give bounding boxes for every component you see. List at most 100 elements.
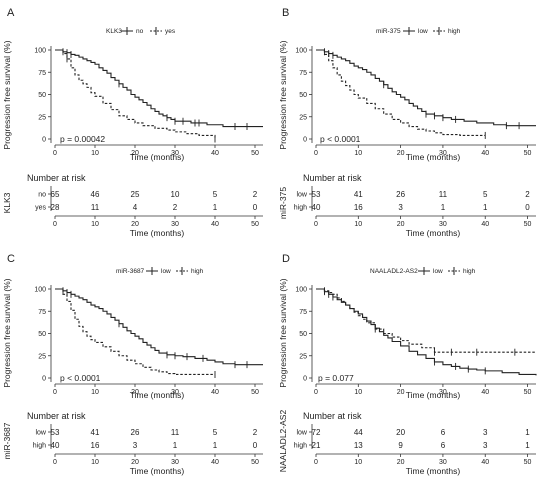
risk-row-label: low bbox=[35, 430, 46, 437]
risk-count: 46 bbox=[91, 190, 100, 199]
km-plot: 0 25 50 75 100 0 10 20 30 40 50 bbox=[295, 46, 536, 157]
p-value: p < 0.0001 bbox=[60, 373, 101, 383]
risk-count: 53 bbox=[51, 428, 60, 437]
x-axis-title: Time (months) bbox=[406, 152, 461, 162]
x-tick-label: 30 bbox=[439, 150, 447, 157]
y-tick-label: 75 bbox=[299, 70, 307, 77]
risk-x-axis-title: Time (months) bbox=[130, 228, 185, 238]
risk-count: 40 bbox=[312, 203, 321, 212]
risk-x-tick-label: 10 bbox=[354, 459, 362, 466]
risk-count: 25 bbox=[131, 190, 140, 199]
x-tick-label: 50 bbox=[251, 389, 259, 396]
risk-count: 1 bbox=[213, 203, 218, 212]
y-tick-label: 25 bbox=[38, 114, 46, 121]
x-tick-label: 30 bbox=[439, 389, 447, 396]
x-axis-title: Time (months) bbox=[130, 152, 185, 162]
y-tick-label: 100 bbox=[34, 287, 46, 294]
x-tick-label: 10 bbox=[354, 389, 362, 396]
risk-count: 3 bbox=[133, 441, 138, 450]
risk-count: 2 bbox=[253, 428, 258, 437]
risk-count: 26 bbox=[396, 190, 405, 199]
x-tick-label: 20 bbox=[397, 389, 405, 396]
y-tick-label: 50 bbox=[38, 92, 46, 99]
risk-x-tick-label: 50 bbox=[251, 459, 259, 466]
risk-table-title: Number at risk bbox=[303, 173, 362, 183]
risk-count: 26 bbox=[131, 428, 140, 437]
risk-x-tick-label: 40 bbox=[481, 459, 489, 466]
risk-count: 3 bbox=[483, 428, 488, 437]
risk-count: 2 bbox=[253, 190, 258, 199]
risk-count: 3 bbox=[398, 203, 403, 212]
x-axis-title: Time (months) bbox=[406, 390, 461, 400]
risk-count: 41 bbox=[91, 428, 100, 437]
risk-x-tick-label: 30 bbox=[439, 459, 447, 466]
y-tick-label: 25 bbox=[38, 353, 46, 360]
risk-count: 6 bbox=[441, 441, 446, 450]
km-plot: 0 25 50 75 100 0 10 20 30 40 50 bbox=[295, 285, 537, 396]
x-tick-label: 10 bbox=[91, 389, 99, 396]
risk-y-axis-title: miR-375 bbox=[278, 187, 288, 219]
x-tick-label: 50 bbox=[524, 150, 532, 157]
risk-x-tick-label: 30 bbox=[439, 221, 447, 228]
risk-count: 5 bbox=[213, 428, 218, 437]
km-curve-high bbox=[316, 288, 536, 353]
risk-count: 11 bbox=[439, 190, 448, 199]
risk-count: 1 bbox=[525, 428, 530, 437]
risk-x-tick-label: 40 bbox=[211, 221, 219, 228]
panel-label: B bbox=[282, 7, 289, 19]
legend-title: NAALADL2-AS2 bbox=[370, 268, 418, 275]
x-tick-label: 0 bbox=[53, 389, 57, 396]
panel-b: B miR-375 low high Progression free surv… bbox=[278, 7, 536, 238]
km-curve-low bbox=[55, 288, 263, 366]
x-tick-label: 0 bbox=[314, 150, 318, 157]
legend-label-low: low bbox=[161, 268, 171, 275]
legend-title: miR-375 bbox=[376, 28, 401, 35]
y-tick-label: 0 bbox=[303, 137, 307, 144]
risk-row-label: high bbox=[294, 205, 307, 212]
risk-x-axis-title: Time (months) bbox=[406, 466, 461, 476]
x-tick-label: 10 bbox=[354, 150, 362, 157]
risk-count: 0 bbox=[253, 441, 258, 450]
legend-label-high: high bbox=[191, 268, 204, 275]
risk-row-label: low bbox=[296, 192, 307, 199]
legend-title: miR-3687 bbox=[116, 268, 145, 275]
risk-row-label: low bbox=[296, 430, 307, 437]
x-tick-label: 30 bbox=[171, 150, 179, 157]
x-tick-label: 20 bbox=[397, 150, 405, 157]
legend-label-yes: yes bbox=[165, 28, 176, 35]
risk-count: 1 bbox=[173, 441, 178, 450]
risk-count: 2 bbox=[173, 203, 178, 212]
risk-count: 11 bbox=[91, 203, 100, 212]
panel-c: C miR-3687 low high Progression free sur… bbox=[2, 253, 263, 476]
risk-count: 13 bbox=[354, 441, 363, 450]
km-curve-yes bbox=[55, 49, 216, 139]
risk-row-label: high bbox=[33, 443, 46, 450]
x-tick-label: 0 bbox=[314, 389, 318, 396]
panel-a: A KLK3 no yes Progression free survival … bbox=[2, 7, 263, 238]
risk-row-label: yes bbox=[35, 205, 46, 212]
legend: miR-375 low high bbox=[376, 27, 461, 35]
panel-label: C bbox=[7, 253, 15, 265]
risk-x-tick-label: 20 bbox=[131, 221, 139, 228]
y-tick-label: 50 bbox=[38, 331, 46, 338]
risk-table-title: Number at risk bbox=[27, 173, 86, 183]
x-tick-label: 40 bbox=[211, 150, 219, 157]
risk-x-tick-label: 50 bbox=[251, 221, 259, 228]
risk-count: 2 bbox=[525, 190, 530, 199]
risk-count: 65 bbox=[51, 190, 60, 199]
risk-count: 10 bbox=[171, 190, 180, 199]
y-tick-label: 75 bbox=[38, 70, 46, 77]
risk-count: 0 bbox=[253, 203, 258, 212]
legend-label-low: low bbox=[433, 268, 443, 275]
legend-label-low: low bbox=[418, 28, 428, 35]
legend-label-high: high bbox=[448, 28, 461, 35]
km-curve-low bbox=[316, 288, 537, 376]
risk-count: 21 bbox=[312, 441, 321, 450]
panel-label: A bbox=[7, 7, 15, 19]
y-tick-label: 100 bbox=[295, 287, 307, 294]
risk-x-tick-label: 30 bbox=[171, 459, 179, 466]
